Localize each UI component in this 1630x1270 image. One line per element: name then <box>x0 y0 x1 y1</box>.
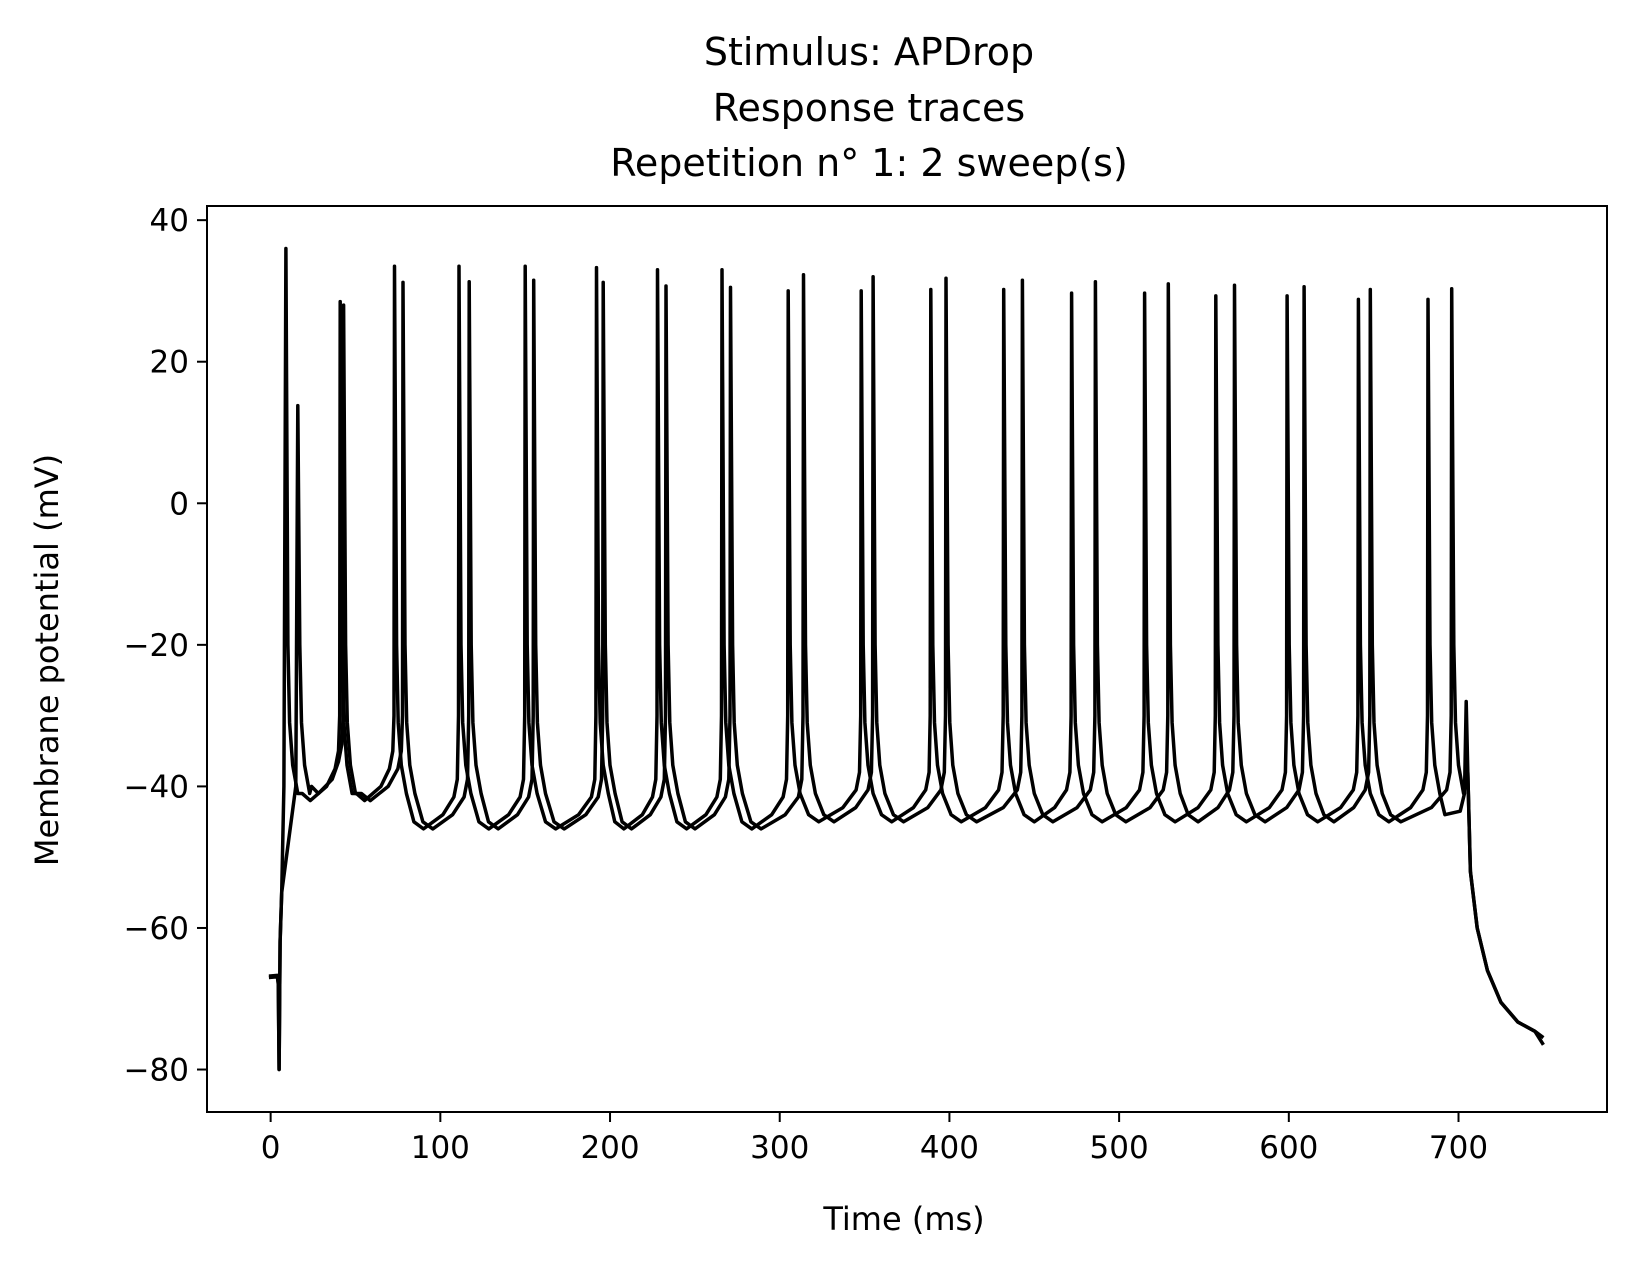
x-axis-label: Time (ms) <box>822 1200 984 1238</box>
title-line-1: Stimulus: APDrop <box>704 30 1034 74</box>
x-tick-label: 500 <box>1090 1130 1149 1166</box>
trace-sweep-2 <box>268 272 1545 1072</box>
x-tick-label: 0 <box>261 1130 281 1166</box>
trace-sweep-1 <box>268 246 1545 1072</box>
x-tick-label: 100 <box>411 1130 470 1166</box>
y-tick-label: 40 <box>150 203 189 239</box>
trace-lines <box>268 246 1545 1072</box>
y-tick-label: −40 <box>124 769 189 805</box>
y-tick-label: 0 <box>169 486 189 522</box>
x-tick-label: 300 <box>750 1130 809 1166</box>
plot-area-frame <box>206 205 1608 1113</box>
y-tick-label: −20 <box>124 628 189 664</box>
x-axis: 0 100 200 300 400 500 600 700 <box>261 1112 1488 1166</box>
y-tick-label: −80 <box>124 1053 189 1089</box>
x-tick-label: 400 <box>920 1130 979 1166</box>
x-tick-label: 200 <box>580 1130 639 1166</box>
y-axis: −80 −60 −40 −20 0 20 40 <box>124 203 207 1089</box>
y-tick-label: −60 <box>124 911 189 947</box>
x-tick-label: 700 <box>1429 1130 1488 1166</box>
y-axis-label: Membrane potential (mV) <box>28 454 66 866</box>
chart-title: Stimulus: APDrop Response traces Repetit… <box>610 30 1128 185</box>
title-line-3: Repetition n° 1: 2 sweep(s) <box>610 141 1128 185</box>
title-line-2: Response traces <box>713 86 1025 130</box>
y-tick-label: 20 <box>150 345 189 381</box>
x-tick-label: 600 <box>1259 1130 1318 1166</box>
